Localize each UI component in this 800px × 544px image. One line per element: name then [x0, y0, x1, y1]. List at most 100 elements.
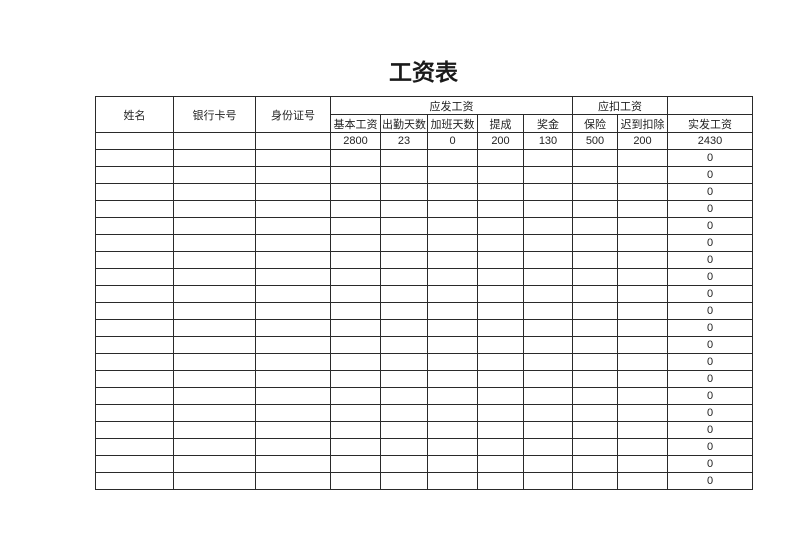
- table-cell: [95, 149, 174, 167]
- table-cell: [572, 251, 618, 269]
- table-cell: [572, 183, 618, 201]
- table-row: 0: [95, 200, 753, 218]
- table-cell: [330, 234, 381, 252]
- table-cell: 200: [617, 132, 668, 150]
- table-cell: [330, 438, 381, 456]
- table-cell: [380, 438, 428, 456]
- table-cell: [617, 183, 668, 201]
- table-cell: [477, 217, 524, 235]
- table-cell: [427, 200, 478, 218]
- table-cell: [427, 421, 478, 439]
- table-row: 0: [95, 302, 753, 320]
- salary-table-body: 2800 23 0 200 130 500 200 2430 0 0 0 0 0 0 0 0 0 0 0 0 0 0 0 0 0…: [95, 132, 753, 490]
- table-cell: [477, 319, 524, 337]
- table-cell: [380, 404, 428, 422]
- table-cell: [255, 438, 331, 456]
- table-cell: [427, 336, 478, 354]
- table-cell: [330, 421, 381, 439]
- table-cell: [380, 183, 428, 201]
- table-cell: [427, 404, 478, 422]
- table-cell: 130: [523, 132, 573, 150]
- table-cell: [380, 166, 428, 184]
- table-row: 0: [95, 149, 753, 167]
- table-cell: [523, 251, 573, 269]
- table-cell: [617, 217, 668, 235]
- table-cell: [427, 285, 478, 303]
- table-cell: [617, 234, 668, 252]
- table-cell: [255, 472, 331, 490]
- table-cell: [255, 319, 331, 337]
- table-cell: [617, 455, 668, 473]
- table-cell: [173, 438, 256, 456]
- table-cell: [427, 149, 478, 167]
- table-cell: [477, 455, 524, 473]
- table-cell: 500: [572, 132, 618, 150]
- table-cell: [330, 285, 381, 303]
- table-cell: [255, 132, 331, 150]
- table-cell: [427, 268, 478, 286]
- table-cell: [380, 353, 428, 371]
- table-cell: [477, 149, 524, 167]
- table-cell: [255, 183, 331, 201]
- table-cell: [427, 319, 478, 337]
- table-cell: [617, 370, 668, 388]
- table-cell: [255, 455, 331, 473]
- table-cell: 0: [667, 234, 753, 252]
- table-cell: 0: [667, 149, 753, 167]
- table-cell: [95, 319, 174, 337]
- table-cell: 0: [667, 268, 753, 286]
- table-cell: [477, 183, 524, 201]
- table-cell: [173, 455, 256, 473]
- table-cell: [330, 183, 381, 201]
- table-cell: [173, 421, 256, 439]
- table-cell: [380, 319, 428, 337]
- table-row: 0: [95, 336, 753, 354]
- table-cell: [477, 285, 524, 303]
- table-cell: [572, 438, 618, 456]
- table-cell: [427, 183, 478, 201]
- col-header-id-number: 身份证号: [255, 96, 331, 133]
- table-cell: [173, 285, 256, 303]
- table-cell: [330, 353, 381, 371]
- table-cell: [427, 472, 478, 490]
- table-cell: [427, 370, 478, 388]
- table-cell: 2800: [330, 132, 381, 150]
- table-cell: [330, 149, 381, 167]
- table-cell: [477, 387, 524, 405]
- table-row: 0: [95, 319, 753, 337]
- table-cell: [523, 421, 573, 439]
- table-row: 0: [95, 251, 753, 269]
- table-cell: [95, 132, 174, 150]
- table-cell: [380, 421, 428, 439]
- table-cell: [380, 251, 428, 269]
- col-group-gross-pay: 应发工资: [330, 96, 573, 115]
- table-cell: [95, 387, 174, 405]
- table-cell: [173, 234, 256, 252]
- col-header-overtime-days: 加班天数: [427, 114, 478, 133]
- table-cell: [477, 472, 524, 490]
- table-cell: [572, 166, 618, 184]
- table-cell: 0: [667, 455, 753, 473]
- page-title: 工资表: [389, 59, 458, 85]
- table-cell: [255, 149, 331, 167]
- table-cell: [255, 302, 331, 320]
- table-row: 0: [95, 183, 753, 201]
- table-cell: [255, 268, 331, 286]
- table-cell: [572, 455, 618, 473]
- table-cell: [380, 302, 428, 320]
- col-header-commission: 提成: [477, 114, 524, 133]
- table-cell: [95, 217, 174, 235]
- col-header-late-deduction: 迟到扣除: [617, 114, 668, 133]
- table-cell: [477, 302, 524, 320]
- table-cell: [173, 166, 256, 184]
- table-cell: [255, 166, 331, 184]
- table-cell: [380, 234, 428, 252]
- header-row-sub: 基本工资 出勤天数 加班天数 提成 奖金 保险 迟到扣除 实发工资: [96, 114, 753, 133]
- table-cell: [380, 268, 428, 286]
- table-row: 0: [95, 285, 753, 303]
- table-cell: [523, 183, 573, 201]
- table-cell: 0: [667, 438, 753, 456]
- table-cell: [427, 234, 478, 252]
- table-cell: [173, 183, 256, 201]
- table-cell: [523, 217, 573, 235]
